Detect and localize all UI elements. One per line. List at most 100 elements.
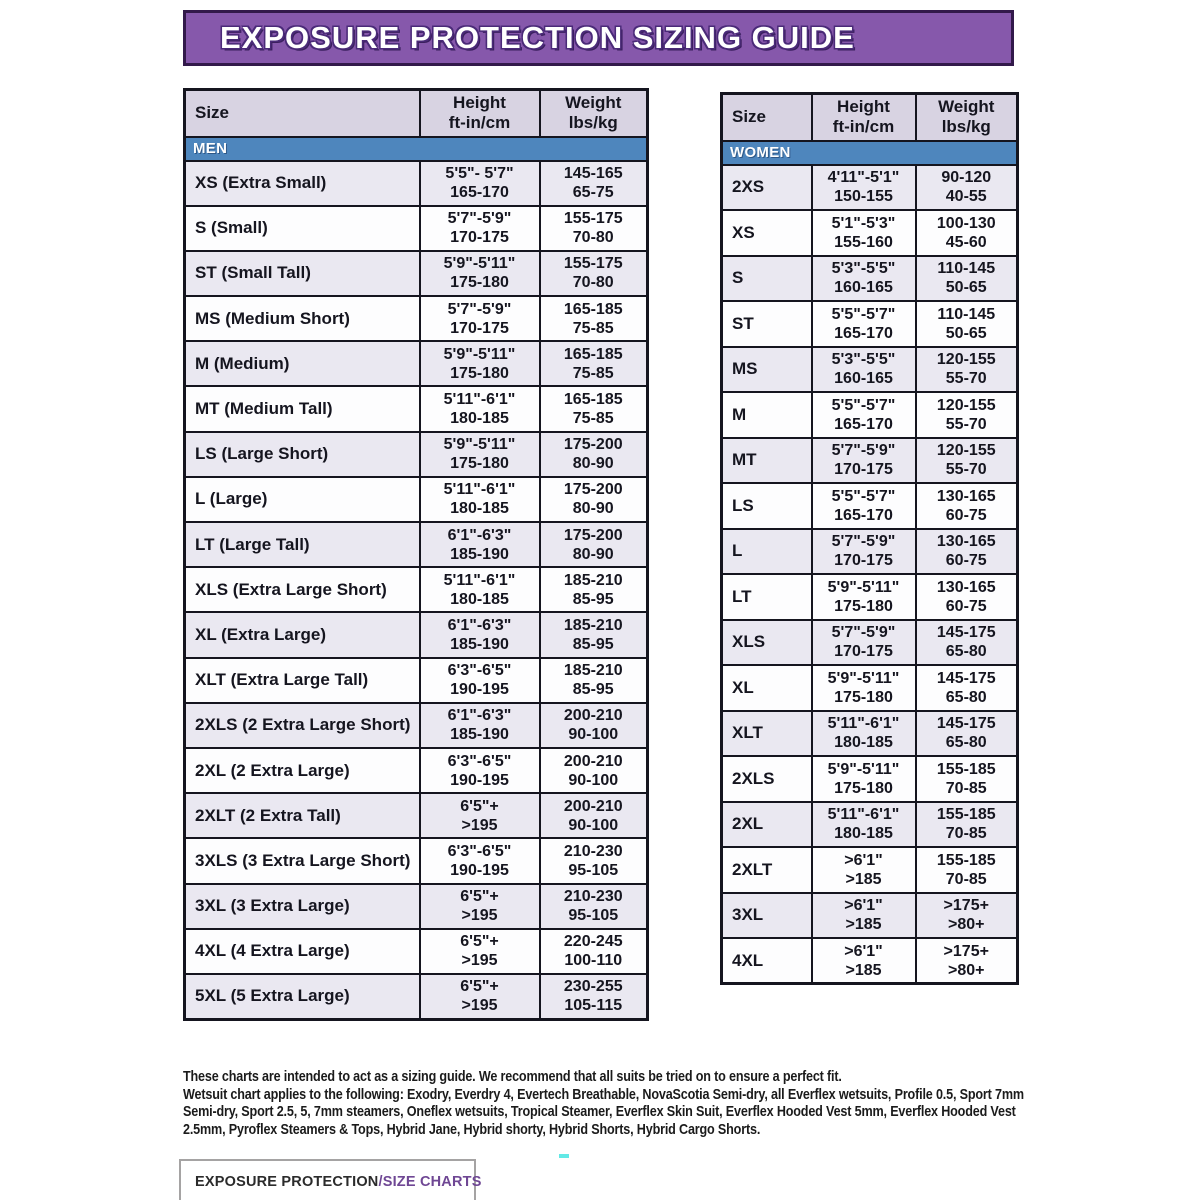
weight-cell: 110-145 50-65 <box>914 300 1019 348</box>
height-cell: 5'9"-5'11" 175-180 <box>810 755 917 803</box>
column-header-weight-label: Weight <box>938 97 995 117</box>
table-row: 2XS 4'11"-5'1" 150-155 90-120 40-55 <box>720 163 1019 211</box>
size-cell: XL <box>720 664 813 712</box>
column-header-weight-unit: lbs/kg <box>941 117 991 137</box>
height-cell-range-1: 5'7"-5'9" <box>447 300 512 318</box>
table-row: 3XLS (3 Extra Large Short) 6'3"-6'5" 190-1… <box>183 837 649 885</box>
weight-cell: 100-130 45-60 <box>914 209 1019 257</box>
height-cell-range-2: 180-185 <box>450 590 509 608</box>
weight-cell-range-2: 75-85 <box>572 410 614 428</box>
height-cell-range-1: >6'1" <box>844 942 883 960</box>
height-cell-range-1: 6'1"-6'3" <box>447 616 512 634</box>
height-cell-range-1: 6'5"+ <box>460 933 499 951</box>
table-row: XLT (Extra Large Tall) 6'3"-6'5" 190-195 18… <box>183 656 649 704</box>
weight-cell-range-1: 230-255 <box>563 978 623 996</box>
women-sizing-table-container: Size Height ft-in/cm Weight lbs/kg WOMEN 2XS 4'… <box>720 92 1019 985</box>
size-cell: 2XLS <box>720 755 813 803</box>
weight-cell-range-1: 210-230 <box>563 842 623 860</box>
size-cell: M (Medium) <box>183 340 421 388</box>
weight-cell-range-2: 105-115 <box>564 997 623 1015</box>
height-cell: 6'5"+ >195 <box>418 972 541 1021</box>
weight-cell: 175-200 80-90 <box>538 430 649 478</box>
height-cell: 5'3"-5'5" 160-165 <box>810 345 917 393</box>
weight-cell: 165-185 75-85 <box>538 295 649 343</box>
weight-cell-range-1: 175-200 <box>563 526 623 544</box>
weight-cell-range-1: 220-245 <box>563 933 623 951</box>
weight-cell-range-1: 155-185 <box>936 851 996 869</box>
height-cell: 5'7"-5'9" 170-175 <box>810 527 917 575</box>
table-row: 2XL (2 Extra Large) 6'3"-6'5" 190-195 200-2… <box>183 746 649 795</box>
weight-cell-range-1: 110-145 <box>937 305 996 323</box>
size-cell: L <box>720 527 813 575</box>
breadcrumb-subsection[interactable]: /SIZE CHARTS <box>378 1174 482 1190</box>
height-cell-range-2: 190-195 <box>450 771 509 789</box>
size-cell: LT (Large Tall) <box>183 520 421 569</box>
weight-cell-range-2: 90-100 <box>568 816 619 834</box>
height-cell-range-2: 160-165 <box>834 370 893 388</box>
height-cell-range-1: 5'9"-5'11" <box>443 436 516 454</box>
height-cell-range-2: 175-180 <box>450 274 509 292</box>
weight-cell-range-1: 185-210 <box>563 616 623 634</box>
height-cell-range-1: 5'11"-6'1" <box>443 391 516 409</box>
size-cell: S (Small) <box>183 204 421 252</box>
weight-cell: 200-210 90-100 <box>538 701 649 749</box>
height-cell: 6'5"+ >195 <box>418 927 541 975</box>
height-cell: 4'11"-5'1" 150-155 <box>810 163 917 211</box>
height-cell-range-2: 175-180 <box>834 597 893 615</box>
height-cell-range-2: 180-185 <box>834 734 893 752</box>
size-cell: XLS (Extra Large Short) <box>183 566 421 614</box>
size-cell: 2XLS (2 Extra Large Short) <box>183 701 421 749</box>
weight-cell-range-2: 55-70 <box>945 461 987 479</box>
table-row: LT 5'9"-5'11" 175-180 130-165 60-75 <box>720 573 1019 621</box>
weight-cell-range-2: 80-90 <box>572 500 614 518</box>
table-row: XLS 5'7"-5'9" 170-175 145-175 65-80 <box>720 618 1019 666</box>
table-row: XLS (Extra Large Short) 5'11"-6'1" 180-185… <box>183 566 649 614</box>
table-row: MT 5'7"-5'9" 170-175 120-155 55-70 <box>720 436 1019 484</box>
women-band-label: WOMEN <box>720 139 1019 166</box>
breadcrumb-tab[interactable]: EXPOSURE PROTECTION/SIZE CHARTS <box>179 1159 481 1200</box>
men-band-row: MEN <box>183 135 649 162</box>
weight-cell-range-1: >175+ <box>943 897 989 915</box>
height-cell-range-2: >195 <box>461 816 498 834</box>
height-cell-range-1: 5'7"-5'9" <box>831 442 896 460</box>
height-cell: >6'1" >185 <box>810 937 917 985</box>
size-cell: MS (Medium Short) <box>183 295 421 343</box>
weight-cell-range-1: 185-210 <box>563 571 623 589</box>
height-cell: 6'1"-6'3" 185-190 <box>418 520 541 569</box>
height-cell-range-1: 5'5"-5'7" <box>831 487 896 505</box>
table-row: M 5'5"-5'7" 165-170 120-155 55-70 <box>720 391 1019 439</box>
height-cell-range-2: 170-175 <box>450 319 509 337</box>
height-cell: 5'9"-5'11" 175-180 <box>418 249 541 298</box>
height-cell: 5'11"-6'1" 180-185 <box>810 709 917 757</box>
height-cell-range-1: 5'5"- 5'7" <box>445 165 514 183</box>
weight-cell-range-2: >80+ <box>948 961 985 979</box>
weight-cell-range-1: 120-155 <box>936 442 996 460</box>
table-row: M (Medium) 5'9"-5'11" 175-180 165-185 75-85 <box>183 340 649 388</box>
weight-cell-range-2: 65-80 <box>945 734 987 752</box>
weight-cell: 165-185 75-85 <box>538 340 649 388</box>
table-row: L 5'7"-5'9" 170-175 130-165 60-75 <box>720 527 1019 575</box>
column-header-height-label: Height <box>453 93 506 113</box>
height-cell-range-1: 5'11"-6'1" <box>443 571 516 589</box>
weight-cell-range-2: 50-65 <box>945 324 987 342</box>
weight-cell-range-2: 75-85 <box>572 364 614 382</box>
height-cell-range-2: 170-175 <box>834 461 893 479</box>
weight-cell-range-2: 60-75 <box>945 597 987 615</box>
weight-cell: 110-145 50-65 <box>914 254 1019 302</box>
size-cell: MS <box>720 345 813 393</box>
weight-cell-range-1: 120-155 <box>936 396 996 414</box>
weight-cell-range-1: 110-145 <box>937 260 996 278</box>
table-row: LS (Large Short) 5'9"-5'11" 175-180 175-200… <box>183 430 649 478</box>
table-row: ST 5'5"-5'7" 165-170 110-145 50-65 <box>720 300 1019 348</box>
height-cell: 6'3"-6'5" 190-195 <box>418 746 541 795</box>
height-cell-range-2: 185-190 <box>450 635 509 653</box>
size-cell: XS <box>720 209 813 257</box>
height-cell-range-2: >195 <box>461 952 498 970</box>
column-header-weight: Weight lbs/kg <box>538 88 649 138</box>
size-cell: 5XL (5 Extra Large) <box>183 972 421 1021</box>
table-row: 2XLS 5'9"-5'11" 175-180 155-185 70-85 <box>720 755 1019 803</box>
height-cell-range-1: 6'1"-6'3" <box>447 707 512 725</box>
height-cell: 5'11"-6'1" 180-185 <box>418 475 541 524</box>
height-cell: 5'11"-6'1" 180-185 <box>418 566 541 614</box>
